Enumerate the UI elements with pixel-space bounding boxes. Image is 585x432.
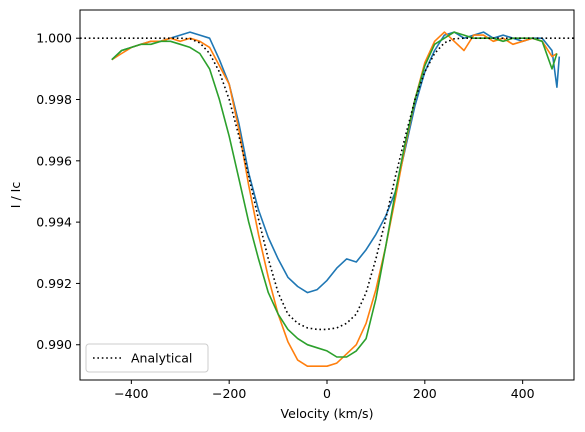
x-axis-label: Velocity (km/s) [281,406,374,421]
y-ticks: 0.990 0.992 0.994 0.996 0.998 1.000 [36,31,80,352]
y-axis-label: I / Ic [8,182,23,209]
plot-frame [79,9,575,381]
y-tick-label: 0.990 [36,337,72,352]
y-tick-label: 1.000 [36,31,72,46]
legend-label-analytical: Analytical [131,351,192,366]
y-tick-label: 0.992 [36,276,72,291]
x-tick-label: 400 [511,386,535,401]
legend-box [85,343,209,373]
series-line-2 [111,31,558,368]
x-tick-label: −200 [212,386,246,401]
y-tick-label: 0.996 [36,153,72,168]
x-tick-label: 0 [323,386,331,401]
x-tick-label: −400 [114,386,148,401]
y-tick-label: 0.998 [36,92,72,107]
series-line-analytical [80,37,574,331]
legend: Analytical [85,343,209,373]
y-tick-label: 0.994 [36,215,72,230]
series-line-3 [111,31,558,358]
series-layer [80,31,574,368]
x-ticks: −400 −200 0 200 400 [114,380,535,401]
x-tick-label: 200 [413,386,437,401]
series-line-1 [111,31,561,294]
